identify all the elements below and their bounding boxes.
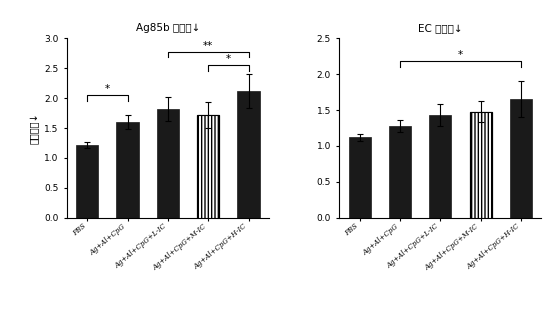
Bar — [470, 111, 492, 218]
Title: Ag85b 特异性↓: Ag85b 特异性↓ — [136, 23, 200, 34]
Bar — [349, 137, 371, 218]
Bar — [76, 145, 98, 218]
Text: **: ** — [203, 41, 213, 51]
Bar — [429, 115, 451, 218]
Text: *: * — [105, 84, 110, 94]
Text: *: * — [458, 51, 463, 60]
Bar — [470, 111, 492, 218]
Bar — [389, 126, 411, 218]
Bar — [197, 115, 219, 218]
Title: EC 特异性↓: EC 特异性↓ — [418, 23, 463, 34]
Bar — [197, 115, 219, 218]
Y-axis label: 刺激指数↓: 刺激指数↓ — [30, 112, 40, 144]
Bar — [238, 91, 259, 218]
Bar — [157, 109, 179, 218]
Bar — [117, 122, 138, 218]
Text: *: * — [226, 54, 231, 64]
Bar — [510, 99, 532, 218]
